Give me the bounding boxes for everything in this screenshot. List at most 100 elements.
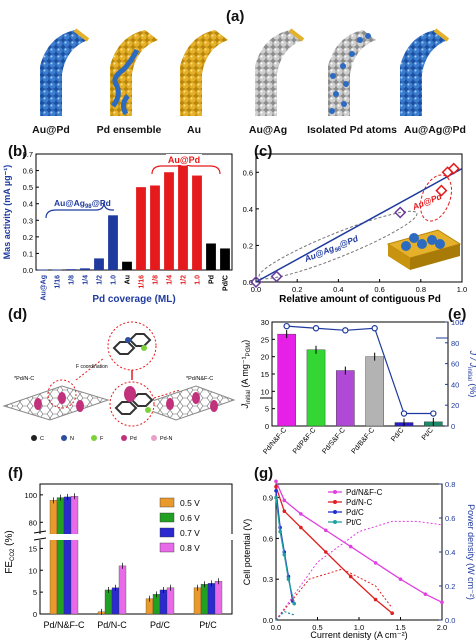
chart-g-point <box>274 479 278 484</box>
chart-b-bar <box>52 269 62 271</box>
chart-g-point <box>324 550 328 554</box>
chart-b-ytick-label: 0.3 <box>23 216 33 225</box>
chart-c-point <box>249 275 263 289</box>
chart-e-retention-point <box>371 325 378 332</box>
chart-e-bar <box>306 349 326 427</box>
chart-b-label-bg <box>166 154 202 165</box>
chart-e-ytick-label-right: 0 <box>451 422 455 431</box>
chart-e-ylabel-right: J / Jinitial (%) <box>466 350 476 398</box>
chart-f-bar <box>111 587 120 615</box>
chart-e-xtick-label: Pd/B&F-C <box>351 427 377 456</box>
chart-f-bar <box>56 497 65 615</box>
chart-f-ytick-label: 100 <box>24 491 37 500</box>
chart-f-ytick-label: 0 <box>33 610 37 619</box>
chart-b-xtick-label: Au <box>125 275 132 284</box>
chart-f-ytick-label: 15 <box>29 544 37 553</box>
svg-text:C: C <box>40 436 44 442</box>
scheme-d-catalyst: *Pd/N-C F coordination *Pd/N&F-C C N F P… <box>2 321 236 442</box>
chart-g-point <box>423 592 428 596</box>
chart-e-ytick-label-right: 40 <box>451 380 459 389</box>
chart-e-current-density: Jinitial (A mg⁻¹PGM) J / Jinitial (%) 0 5… <box>240 318 476 456</box>
chart-f-legend-label: 0.5 V <box>180 498 200 508</box>
svg-text:N: N <box>70 436 74 442</box>
chart-g-polarization-line <box>275 486 393 614</box>
chart-e-xtick-label: Pd/C <box>390 427 405 443</box>
caption-au-ag: Au@Ag <box>248 124 288 136</box>
chart-f-bar <box>118 565 127 615</box>
chart-b-ytick-label: 0.0 <box>23 266 33 275</box>
chart-e-ytick-label-right: 80 <box>451 339 459 348</box>
chart-g-ytick-label: 0.6 <box>263 534 273 543</box>
chart-g-legend-marker <box>333 500 337 504</box>
chart-g-point <box>274 495 278 500</box>
chart-g-point <box>373 597 378 602</box>
chart-g-legend-marker <box>333 490 337 494</box>
chart-g-point <box>282 498 287 503</box>
chart-f-ylabel: FECO2 (%) <box>4 530 16 573</box>
chart-b-ytick-label: 0.5 <box>23 183 33 192</box>
panel-d-label: (d) <box>8 306 28 323</box>
panel-g-label: (g) <box>254 465 274 482</box>
nanowire-illustrations <box>40 28 450 116</box>
chart-g-xtick-label: 1.0 <box>354 623 364 632</box>
chart-b-xtick-label: 1.0 <box>195 275 202 285</box>
chart-e-retention-point <box>400 410 408 417</box>
nanowire-au-pd <box>40 28 90 116</box>
chart-b-bar <box>178 165 188 270</box>
chart-f-legend-swatch <box>159 542 175 553</box>
chart-e-ytick-label: 20 <box>261 353 269 362</box>
chart-g-point <box>282 509 287 513</box>
nanowire-pd-ensemble <box>110 30 158 116</box>
chart-c-label-agpd: Au@Ag98@Pd <box>302 233 361 266</box>
chart-b-xtick-label: 1/16 <box>55 275 62 289</box>
chart-f-bar <box>166 587 175 615</box>
chart-c-ytick-label: 0.6 <box>243 168 253 177</box>
chart-b-bar <box>220 248 230 270</box>
chart-e-retention-point <box>283 322 290 330</box>
chart-f-bar <box>63 496 72 615</box>
chart-b-ytick-label: 0.7 <box>23 150 33 159</box>
panel-e-label: (e) <box>448 306 467 323</box>
chart-c-xtick-label: 0.2 <box>292 285 302 294</box>
chart-g-ylabel-left: Cell potential (V) <box>242 519 252 586</box>
chart-f-xtick-label: Pd/N&F-C <box>43 620 85 630</box>
chart-b-frame <box>35 153 233 271</box>
chart-f-ytick-label: 5 <box>33 588 37 597</box>
chart-c-point <box>447 162 460 175</box>
chart-c-ytick-label: 0.2 <box>243 241 253 250</box>
chart-g-point <box>398 577 403 581</box>
chart-f-legend-swatch <box>159 512 175 523</box>
chart-g-point <box>348 544 353 549</box>
chart-b-bar <box>192 175 202 270</box>
chart-g-xtick-label: 0.5 <box>312 623 322 632</box>
chart-g-ytick-label-right: 0.4 <box>445 548 455 557</box>
chart-g-point <box>440 600 444 605</box>
chart-c-xtick-label: 1.0 <box>457 285 467 294</box>
caption-isolated-pd: Isolated Pd atoms <box>307 124 397 136</box>
chart-g-legend-marker <box>333 510 337 514</box>
chart-c-xtick-label: 0.8 <box>416 285 426 294</box>
chart-g-ylabel-right: Power density (W cm⁻²) <box>466 504 476 600</box>
chart-g-point <box>299 525 303 530</box>
chart-b-ytick-label: 0.2 <box>23 233 33 242</box>
chart-f-bar <box>207 583 216 615</box>
chart-f-ytick-label: 80 <box>29 518 37 527</box>
chart-b-xtick-label: 1/4 <box>83 275 90 285</box>
chart-g-power-line <box>275 568 393 621</box>
zoom-ring-left <box>47 379 77 409</box>
chart-f-xtick-label: Pd/N-C <box>97 620 127 630</box>
chart-b-bracket-agpd <box>45 201 114 219</box>
chart-f-legend-label: 0.7 V <box>180 528 200 538</box>
chart-f-xtick-label: Pt/C <box>199 620 217 630</box>
chart-g-xtick-label: 2.0 <box>437 623 447 632</box>
chart-f-bar <box>49 500 58 615</box>
chart-f-xtick-label: Pd/C <box>150 620 171 630</box>
nanowire-au-ag-pd <box>400 28 450 116</box>
caption-pd-ensemble: Pd ensemble <box>96 124 162 136</box>
chart-g-point <box>282 552 287 557</box>
panel-b-label: (b) <box>8 143 28 160</box>
chart-g-point <box>278 529 282 534</box>
chart-b-xlabel: Pd coverage (ML) <box>92 294 175 305</box>
chart-g-polarization: Cell potential (V) Power density (W cm⁻²… <box>242 479 476 640</box>
chart-e-frame <box>271 321 449 427</box>
